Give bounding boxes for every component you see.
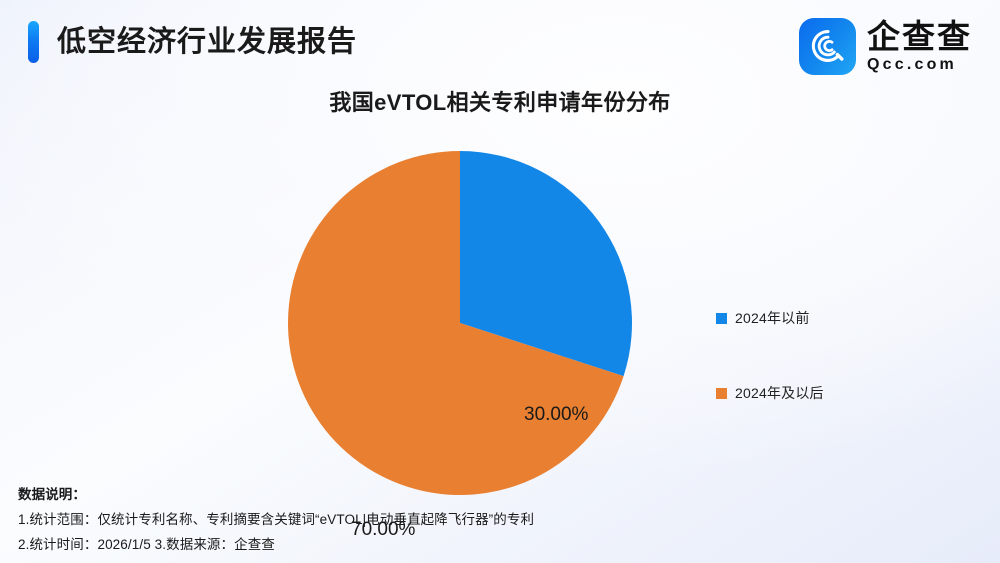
pie-chart-svg bbox=[288, 151, 632, 495]
legend-item-2024-before[interactable]: 2024年以前 bbox=[716, 308, 896, 328]
pie-slice-label-2024-before: 30.00% bbox=[524, 404, 589, 425]
pie-slice-2024-before[interactable] bbox=[460, 151, 632, 377]
legend-item-label: 2024年以前 bbox=[735, 310, 810, 326]
legend-swatch-icon bbox=[716, 387, 727, 399]
brand-logo[interactable]: 企查查 Qcc.com bbox=[799, 17, 972, 75]
chart-legend: 2024年以前 2024年及以后 bbox=[716, 308, 896, 403]
data-notes: 数据说明： 1.统计范围：仅统计专利名称、专利摘要含关键词“eVTOL|电动垂直… bbox=[18, 482, 818, 557]
pie-chart: 30.00% 70.00% bbox=[288, 151, 632, 540]
header: 低空经济行业发展报告 企查查 Qcc.com bbox=[0, 0, 1000, 90]
title-accent-bar bbox=[28, 21, 39, 63]
legend-item-2024-after[interactable]: 2024年及以后 bbox=[716, 383, 896, 403]
brand-name-cn: 企查查 bbox=[867, 17, 972, 55]
chart-title: 我国eVTOL相关专利申请年份分布 bbox=[329, 90, 671, 115]
page-title: 低空经济行业发展报告 bbox=[57, 26, 358, 58]
legend-swatch-icon bbox=[716, 312, 727, 324]
notes-heading: 数据说明： bbox=[18, 487, 86, 502]
pie-slice-2024-after[interactable] bbox=[288, 151, 624, 495]
brand-name-en: Qcc.com bbox=[867, 55, 957, 73]
notes-line-1: 1.统计范围：仅统计专利名称、专利摘要含关键词“eVTOL|电动垂直起降飞行器”… bbox=[18, 512, 535, 527]
qcc-logo-icon bbox=[799, 17, 856, 75]
pie-slice-label-2024-after: 70.00% bbox=[351, 519, 416, 540]
legend-item-label: 2024年及以后 bbox=[735, 385, 824, 401]
brand-text: 企查查 Qcc.com bbox=[867, 19, 972, 74]
notes-line-2: 2.统计时间：2026/1/5 3.数据来源：企查查 bbox=[18, 537, 275, 552]
